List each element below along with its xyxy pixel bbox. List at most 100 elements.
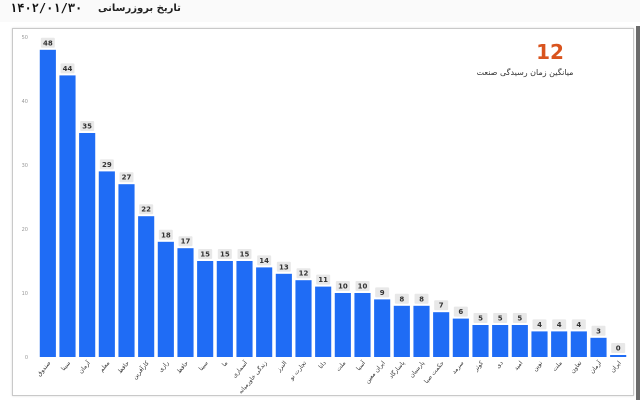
- category-label: تعاون: [569, 360, 583, 375]
- category-label: ما: [221, 360, 230, 368]
- kpi-label: میانگین زمان رسیدگی صنعت: [476, 68, 574, 77]
- bar: [275, 273, 292, 357]
- data-label: 18: [161, 231, 171, 239]
- category-label: ایران: [609, 360, 623, 374]
- y-tick-label: 20: [22, 227, 28, 233]
- bar: [39, 49, 56, 358]
- data-label: 14: [259, 257, 269, 265]
- data-label-box: [237, 249, 252, 259]
- category-label: ملت: [335, 360, 347, 373]
- bar: [433, 312, 450, 357]
- category-label: آسماری: [230, 358, 250, 379]
- data-label: 4: [576, 321, 581, 329]
- data-label-box: [60, 63, 75, 74]
- data-label: 0: [616, 345, 621, 353]
- bar: [138, 216, 155, 357]
- data-label: 3: [596, 327, 601, 335]
- bar: [354, 293, 371, 357]
- data-label-box: [414, 293, 429, 304]
- data-label-box: [119, 172, 134, 183]
- category-label: حافظ: [176, 360, 191, 376]
- data-label-box: [335, 281, 350, 291]
- category-label: پارسیان: [408, 360, 426, 380]
- data-label: 29: [102, 161, 112, 169]
- bar: [492, 325, 509, 357]
- data-label-box: [434, 300, 449, 311]
- data-label-box: [316, 274, 331, 285]
- data-label-box: [571, 319, 586, 330]
- data-label: 5: [478, 315, 483, 323]
- data-label: 48: [43, 39, 53, 47]
- bar: [157, 241, 174, 357]
- category-label: دی: [495, 360, 505, 370]
- window-edge: [636, 26, 640, 400]
- bar: [511, 325, 528, 357]
- bar: [531, 331, 548, 357]
- bar: [570, 331, 587, 357]
- category-label: امید: [513, 360, 525, 372]
- data-label: 27: [122, 174, 132, 182]
- category-label: آسیا: [353, 358, 367, 372]
- bar: [393, 305, 410, 357]
- data-label: 15: [240, 251, 250, 259]
- category-label: رازی: [157, 360, 170, 374]
- data-label: 10: [338, 283, 348, 291]
- data-label-box: [178, 236, 193, 247]
- category-label: آرمان: [587, 358, 603, 375]
- data-label: 35: [82, 123, 92, 131]
- data-label-box: [473, 313, 488, 323]
- data-label: 13: [279, 263, 289, 271]
- data-label: 15: [200, 251, 210, 259]
- bar: [216, 261, 233, 357]
- data-label: 11: [318, 276, 328, 284]
- data-label-box: [217, 249, 232, 259]
- data-label: 17: [181, 238, 191, 246]
- bar: [315, 286, 332, 357]
- data-label-box: [611, 343, 626, 353]
- y-tick-label: 40: [22, 99, 28, 105]
- data-label-box: [375, 287, 390, 298]
- data-label-box: [276, 261, 291, 272]
- category-label: تجارت نو: [288, 360, 309, 383]
- data-label-box: [512, 313, 527, 323]
- data-label-box: [552, 319, 567, 330]
- category-label: کارآفرین: [130, 358, 151, 380]
- top-bar: ۱۴۰۲/۰۱/۳۰ تاریخ بروزرسانی: [0, 0, 640, 22]
- data-label-box: [493, 313, 508, 323]
- category-label: ملت: [551, 360, 563, 373]
- category-label: نوین: [532, 360, 545, 373]
- kpi-value: 12: [536, 40, 564, 64]
- category-label: دانا: [317, 360, 328, 371]
- data-label-box: [257, 255, 272, 266]
- data-label: 5: [517, 315, 522, 323]
- y-tick-label: 30: [22, 163, 28, 169]
- data-label: 4: [557, 321, 562, 329]
- data-label: 22: [141, 206, 151, 214]
- y-tick-label: 10: [22, 291, 28, 297]
- data-label: 6: [458, 308, 463, 316]
- bar: [452, 318, 469, 357]
- bar: [590, 337, 607, 357]
- bar: [334, 293, 351, 357]
- category-label: پاسارگاد: [387, 359, 407, 380]
- data-label: 7: [439, 302, 444, 310]
- category-label: حکمت صبا: [423, 360, 446, 385]
- data-label-box: [591, 325, 606, 336]
- bar: [236, 261, 253, 357]
- update-date-label: تاریخ بروزرسانی: [98, 3, 181, 14]
- category-label: سرمد: [451, 360, 466, 376]
- category-label: سینا: [60, 360, 72, 373]
- data-label-box: [453, 306, 468, 317]
- category-label: آرمان: [76, 358, 92, 375]
- category-label: صندوق: [36, 360, 53, 378]
- bar: [98, 171, 115, 357]
- data-label-box: [139, 204, 154, 215]
- bar: [197, 261, 214, 357]
- data-label: 8: [419, 295, 424, 303]
- data-label: 10: [358, 283, 368, 291]
- data-label-box: [394, 293, 409, 304]
- y-tick-label: 50: [22, 35, 28, 41]
- data-label-box: [80, 121, 95, 131]
- data-label: 15: [220, 251, 230, 259]
